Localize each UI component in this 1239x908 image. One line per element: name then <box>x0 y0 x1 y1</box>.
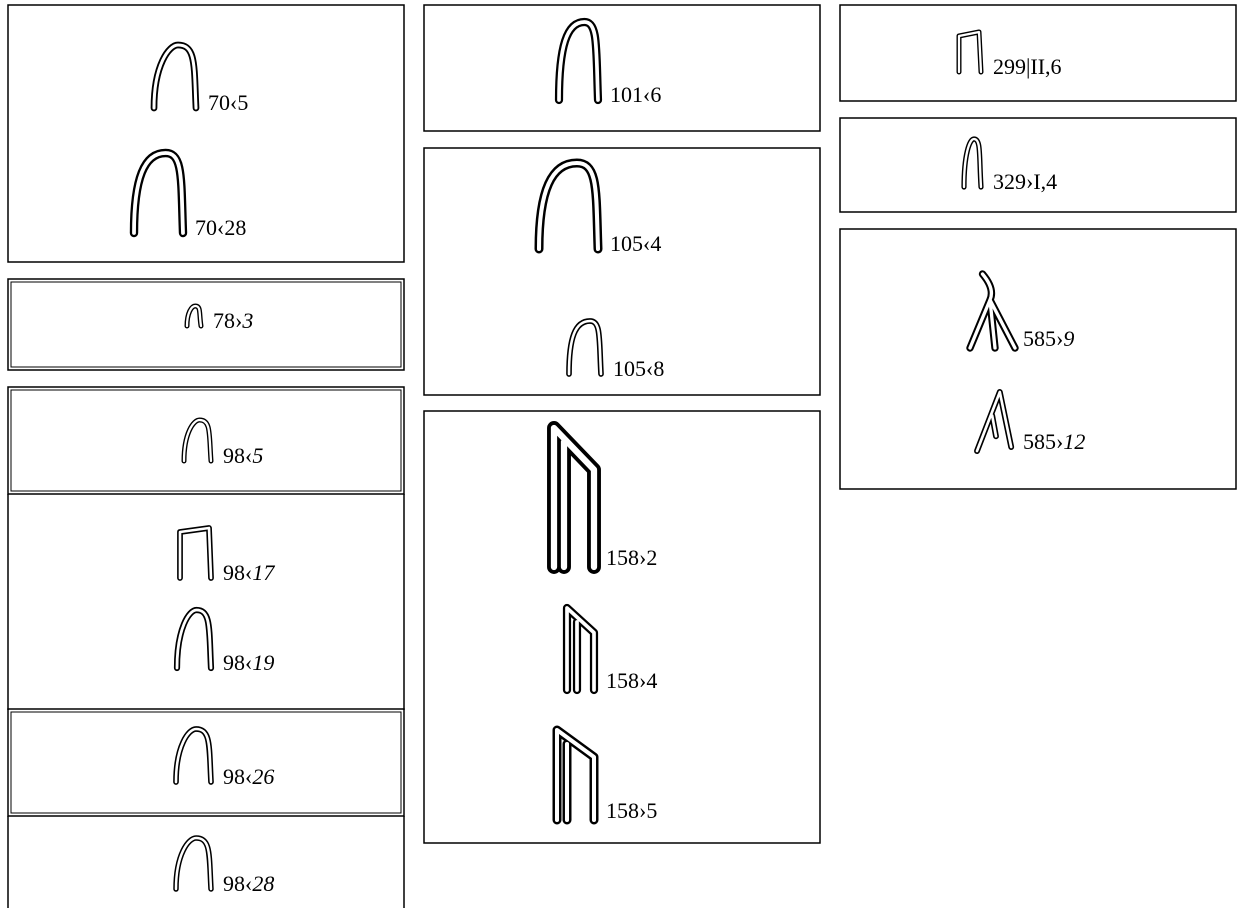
panel: 98‹26 <box>7 708 405 817</box>
panel-border <box>423 4 821 132</box>
label-text: 98‹ <box>223 764 252 789</box>
panel-border-inner <box>10 711 402 814</box>
panel-border <box>423 147 821 396</box>
glyph-label: 101‹6 <box>610 82 661 107</box>
label-text: 105‹8 <box>613 356 664 381</box>
label-italic: 28 <box>252 871 274 896</box>
glyph-label: 329›I,4 <box>993 169 1057 194</box>
panel-border <box>7 4 405 263</box>
glyph-inner <box>178 526 213 580</box>
label-text: 98‹ <box>223 560 252 585</box>
panel: 98‹5 <box>7 386 405 495</box>
glyph-label: 585›9 <box>1023 326 1074 351</box>
glyph-label: 98‹28 <box>223 871 274 896</box>
label-text: 98‹ <box>223 871 252 896</box>
glyph-label: 98‹19 <box>223 650 274 675</box>
panel-border <box>839 228 1237 490</box>
glyph-label: 70‹5 <box>208 90 248 115</box>
glyph-outline <box>956 29 984 75</box>
label-italic: 9 <box>1063 326 1074 351</box>
panel: 98‹28 <box>7 816 405 908</box>
glyph-outline <box>566 318 604 377</box>
glyph-inner <box>968 272 1017 350</box>
glyph-label: 105‹8 <box>613 356 664 381</box>
glyph-label: 98‹5 <box>223 443 263 468</box>
panel: 101‹6 <box>423 4 821 132</box>
glyph-inner <box>174 727 213 784</box>
glyph-inner <box>557 20 600 102</box>
glyph-inner <box>550 424 598 571</box>
label-text: 98‹ <box>223 650 252 675</box>
panel-border <box>7 278 405 371</box>
label-text: 158›5 <box>606 798 657 823</box>
glyph-label: 585›12 <box>1023 429 1085 454</box>
panel: 158›2 158›4 158›5 <box>423 410 821 844</box>
glyph-inner <box>962 137 983 189</box>
label-text: 70‹28 <box>195 215 246 240</box>
label-text: 98‹ <box>223 443 252 468</box>
label-italic: 17 <box>252 560 275 585</box>
glyph-inner <box>975 390 1013 453</box>
label-text: 78› <box>213 308 242 333</box>
glyph-inner <box>957 30 983 74</box>
panel-border <box>839 117 1237 213</box>
label-text: 158›2 <box>606 545 657 570</box>
glyph-label: 98‹17 <box>223 560 275 585</box>
glyph-inner <box>536 160 601 252</box>
label-text: 101‹6 <box>610 82 661 107</box>
label-text: 585› <box>1023 429 1063 454</box>
glyph-inner <box>182 418 213 463</box>
label-text: 299|II,6 <box>993 54 1062 79</box>
label-text: 70‹5 <box>208 90 248 115</box>
label-text: 158›4 <box>606 668 657 693</box>
glyph-outline <box>129 148 188 238</box>
panel-border <box>7 708 405 817</box>
glyph-label: 78›3 <box>213 308 253 333</box>
panel-border <box>7 386 405 495</box>
panel-border-inner <box>10 281 402 368</box>
glyph-inner <box>132 151 185 235</box>
label-text: 329›I,4 <box>993 169 1057 194</box>
glyph-outline <box>150 41 200 112</box>
glyph-label: 158›5 <box>606 798 657 823</box>
panel: 105‹4 105‹8 <box>423 147 821 396</box>
glyph-outline <box>554 17 603 105</box>
glyph-inner <box>554 727 597 823</box>
glyph-inner <box>185 304 203 328</box>
glyph-label: 158›2 <box>606 545 657 570</box>
glyph-label: 299|II,6 <box>993 54 1062 79</box>
glyph-inner <box>567 319 603 376</box>
label-italic: 3 <box>241 308 253 333</box>
glyph-inner <box>175 608 213 670</box>
label-text: 585› <box>1023 326 1063 351</box>
glyph-outline <box>177 525 214 581</box>
glyph-inner <box>152 43 198 110</box>
panel: 299|II,6 <box>839 4 1237 102</box>
label-text: 105‹4 <box>610 231 661 256</box>
glyph-inner <box>565 606 596 692</box>
panel-border <box>423 410 821 844</box>
glyph-label: 158›4 <box>606 668 657 693</box>
panel: 329›I,4 <box>839 117 1237 213</box>
panel: 70‹5 70‹28 <box>7 4 405 263</box>
glyph-label: 105‹4 <box>610 231 661 256</box>
panel: 78›3 <box>7 278 405 371</box>
label-italic: 5 <box>252 443 263 468</box>
glyph-inner <box>174 836 213 891</box>
panel-border-inner <box>10 389 402 492</box>
glyph-label: 98‹26 <box>223 764 274 789</box>
label-italic: 19 <box>252 650 274 675</box>
glyph-label: 70‹28 <box>195 215 246 240</box>
label-italic: 12 <box>1063 429 1085 454</box>
glyph-outline <box>534 158 603 254</box>
panel-border <box>839 4 1237 102</box>
label-italic: 26 <box>252 764 274 789</box>
